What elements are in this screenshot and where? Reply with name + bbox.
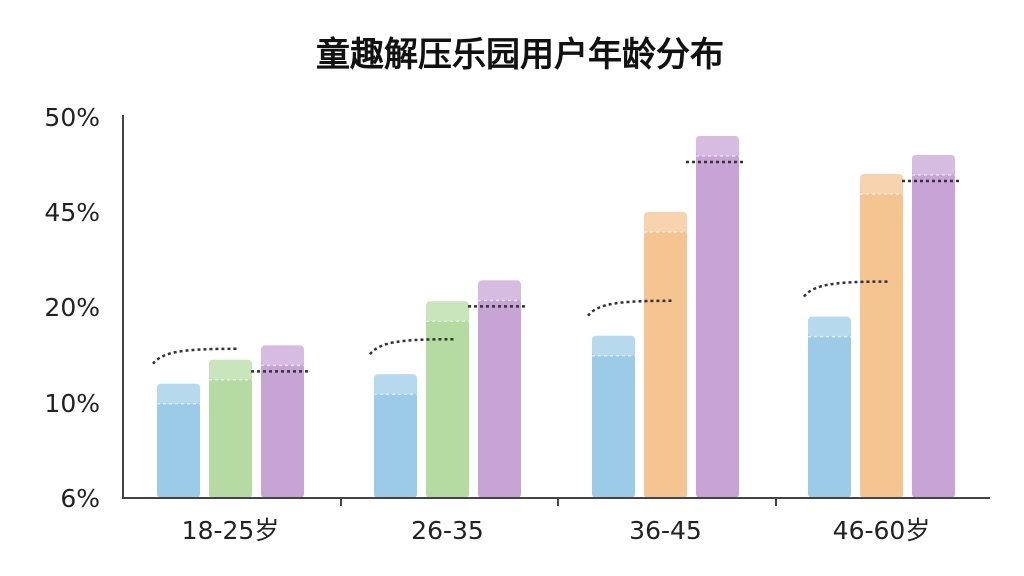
bar <box>860 174 903 498</box>
y-axis-ticks: 50% 45% 20% 10% 6% <box>44 103 100 513</box>
bar-highlight <box>426 301 469 322</box>
bar <box>478 280 521 498</box>
bar-highlight <box>592 335 635 356</box>
bar <box>209 359 252 498</box>
trend-dotted-line <box>587 299 673 317</box>
bar <box>374 374 417 498</box>
x-category-label: 46-60岁 <box>833 516 931 545</box>
bar-highlight <box>209 359 252 380</box>
chart-title: 童趣解压乐园用户年龄分布 <box>316 35 724 75</box>
trend-dotted-line <box>803 280 889 298</box>
bar <box>261 345 304 498</box>
y-tick-label: 6% <box>60 484 100 513</box>
bar <box>696 136 739 498</box>
bar-highlight <box>644 212 687 232</box>
bar-highlight <box>808 316 851 337</box>
trend-dotted-line <box>152 347 238 365</box>
bar-highlight <box>696 136 739 156</box>
x-category-label: 18-25岁 <box>182 516 280 545</box>
trend-dotted-line <box>369 337 455 356</box>
bar <box>426 301 469 498</box>
x-axis-categories: 18-25岁 26-35 36-45 46-60岁 <box>182 498 931 545</box>
y-tick-label: 10% <box>44 389 100 418</box>
bar-highlight <box>261 345 304 366</box>
x-category-label: 26-35 <box>411 516 484 545</box>
bar <box>808 316 851 498</box>
bar-highlight <box>374 374 417 395</box>
bar-highlight <box>478 280 521 301</box>
x-category-label: 36-45 <box>629 516 702 545</box>
bar-highlight <box>157 383 200 404</box>
bars <box>152 136 960 498</box>
bar <box>592 335 635 498</box>
bar-highlight <box>860 174 903 194</box>
bar-highlight <box>912 155 955 175</box>
bar <box>912 155 955 498</box>
bar <box>157 383 200 498</box>
y-tick-label: 20% <box>44 293 100 322</box>
y-tick-label: 50% <box>44 103 100 132</box>
bar <box>644 212 687 498</box>
y-tick-label: 45% <box>44 198 100 227</box>
